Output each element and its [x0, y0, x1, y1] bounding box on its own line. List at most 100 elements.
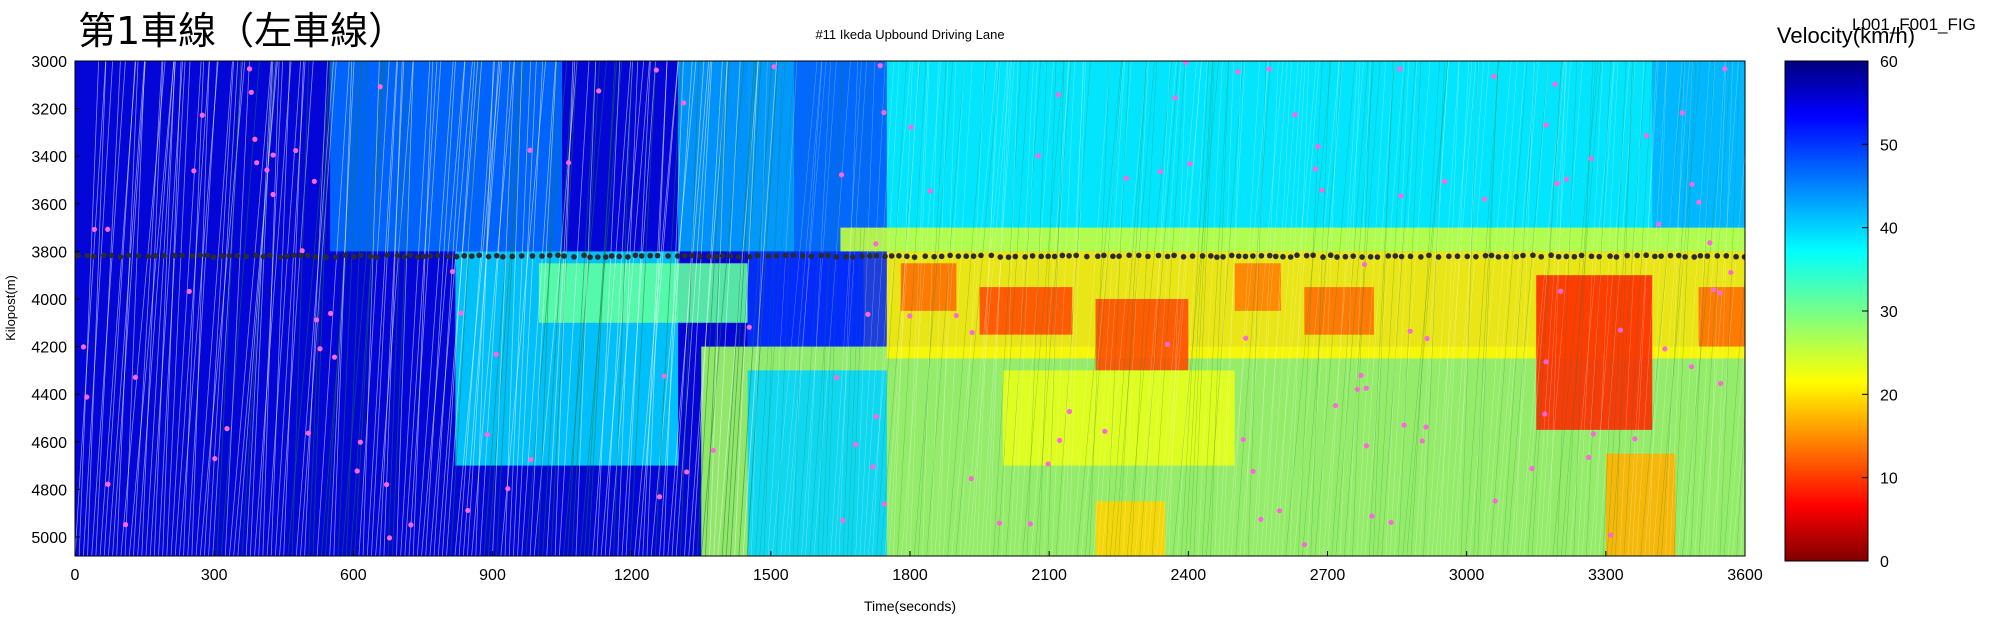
trajectory-line — [1210, 61, 1229, 556]
y-tick-label: 3000 — [31, 54, 67, 71]
detector-dot — [773, 253, 780, 259]
event-marker — [105, 481, 111, 487]
detector-dot — [1482, 252, 1489, 259]
trajectory-line — [558, 61, 590, 556]
detector-dot — [332, 254, 339, 260]
detector-dot — [1094, 253, 1101, 260]
detector-dot — [108, 252, 115, 259]
y-tick-label: 3400 — [31, 149, 67, 166]
event-marker — [1718, 380, 1724, 387]
trajectory-line — [1581, 61, 1615, 556]
detector-dot — [485, 253, 492, 260]
trajectory-line — [400, 61, 431, 556]
detector-dot — [1652, 253, 1658, 260]
trajectory-line — [696, 61, 727, 556]
trajectory-line — [1093, 61, 1126, 556]
trajectory-line — [926, 61, 965, 556]
x-tick-label: 3000 — [1449, 567, 1485, 584]
detector-dot — [125, 252, 132, 258]
event-marker — [881, 109, 887, 116]
vehicle-trajectories — [75, 61, 1745, 556]
event-marker — [212, 456, 218, 462]
trajectory-line — [1285, 61, 1332, 556]
trajectory-line — [1690, 61, 1715, 556]
trajectory-line — [1665, 61, 1685, 556]
trajectory-line — [592, 61, 632, 556]
y-tick-label: 4600 — [31, 435, 67, 452]
detector-dot — [117, 254, 124, 260]
detector-dot — [374, 254, 380, 260]
event-marker — [1102, 428, 1108, 434]
event-marker — [1172, 95, 1178, 101]
event-marker — [1688, 364, 1695, 370]
trajectory-line — [1064, 61, 1084, 556]
x-tick-label: 600 — [340, 567, 367, 584]
detector-dot — [1578, 252, 1585, 259]
trajectory-line — [1360, 61, 1394, 556]
detector-dot — [1571, 253, 1578, 260]
trajectory-line — [504, 61, 523, 556]
trajectory-line — [1126, 61, 1172, 556]
event-marker — [1491, 73, 1497, 80]
trajectory-line — [1465, 61, 1499, 556]
event-marker — [1183, 61, 1189, 66]
trajectory-line — [1460, 61, 1479, 556]
event-marker — [969, 329, 975, 336]
event-marker — [1369, 513, 1375, 519]
trajectory-line — [1214, 61, 1234, 556]
detector-dot — [407, 252, 414, 259]
event-marker — [527, 147, 533, 153]
trajectory-line — [174, 61, 210, 556]
trajectory-line — [579, 61, 623, 556]
detector-dot — [226, 252, 232, 259]
detector-dot — [468, 253, 475, 259]
trajectory-line — [325, 61, 357, 556]
trajectory-line — [521, 61, 557, 556]
trajectory-line — [262, 61, 280, 556]
detector-dot — [866, 253, 873, 259]
detector-dot — [1164, 253, 1171, 260]
event-marker — [1662, 346, 1668, 352]
colorbar-title: Velocity(km/h) — [1777, 23, 1915, 48]
trajectory-line — [166, 61, 191, 556]
trajectory-line — [1043, 61, 1069, 556]
detector-dot — [342, 252, 349, 258]
event-marker — [1187, 161, 1193, 167]
detector-dot — [189, 253, 196, 259]
event-marker — [1401, 422, 1407, 428]
detector-dot — [260, 253, 267, 260]
detector-dot — [581, 252, 587, 259]
detector-dot — [922, 253, 929, 259]
detector-dot — [161, 252, 167, 259]
detector-dot — [1530, 252, 1536, 259]
detector-dot — [1029, 253, 1036, 259]
trajectory-line — [1306, 61, 1343, 556]
detector-dot — [171, 252, 178, 259]
event-marker — [1319, 187, 1325, 193]
detector-dot — [1126, 252, 1132, 259]
trajectory-line — [1527, 61, 1563, 556]
event-marker — [458, 310, 464, 316]
trajectory-line — [295, 61, 334, 556]
detector-dot — [135, 252, 142, 259]
event-marker — [877, 63, 883, 69]
trajectory-line — [830, 61, 862, 556]
detector-dot — [947, 252, 953, 259]
speed-region — [794, 61, 887, 252]
detector-dot — [1682, 253, 1688, 260]
detector-dot — [1116, 253, 1122, 259]
trajectory-line — [1573, 61, 1593, 556]
trajectory-line — [137, 61, 175, 556]
trajectory-line — [822, 61, 843, 556]
detector-dot — [1145, 253, 1151, 260]
event-marker — [1585, 454, 1592, 460]
trajectory-line — [512, 61, 537, 556]
figure-id: L001_F001_FIG — [1852, 15, 1976, 34]
trajectory-line — [446, 61, 483, 556]
trajectory-line — [116, 61, 139, 556]
trajectory-line — [909, 61, 930, 556]
trajectory-line — [1009, 61, 1034, 556]
event-marker — [1055, 92, 1061, 98]
trajectory-line — [1110, 61, 1147, 556]
trajectory-line — [947, 61, 987, 556]
